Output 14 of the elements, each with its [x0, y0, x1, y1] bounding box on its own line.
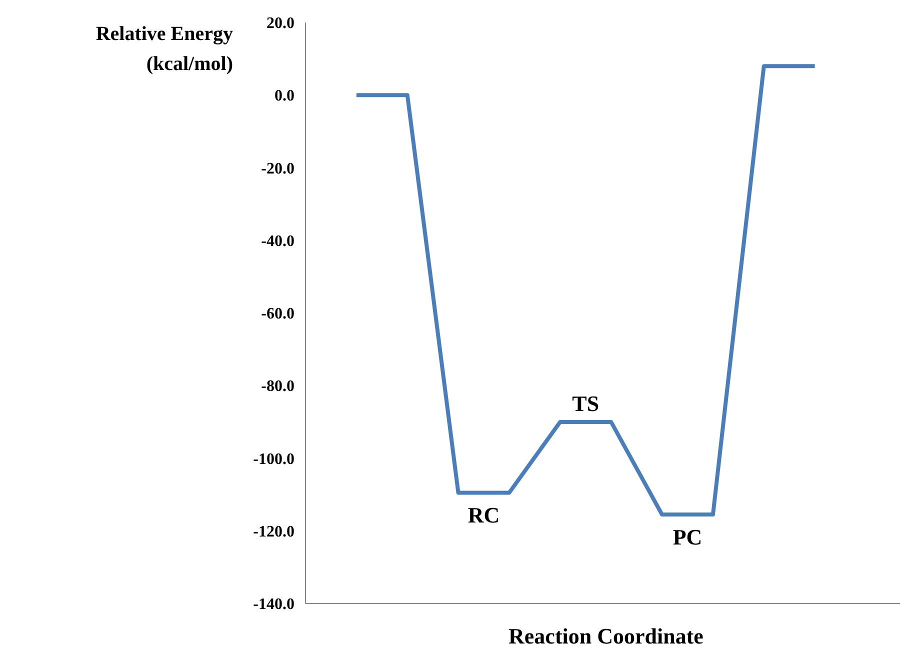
y-tick-label: -20.0	[261, 160, 294, 178]
y-tick-label: -40.0	[261, 232, 294, 250]
y-tick-label: 0.0	[274, 88, 294, 105]
y-tick-label: -140.0	[253, 596, 294, 613]
y-tick-label: 20.0	[266, 15, 294, 32]
y-tick-label: -60.0	[261, 306, 294, 322]
annotation: PC	[672, 524, 702, 550]
annotation: TS	[572, 390, 600, 416]
y-tick-label: -80.0	[261, 378, 294, 396]
annotation: RC	[468, 502, 500, 528]
y-axis-title: Relative Energy (kcal/mol)	[96, 22, 233, 77]
x-axis-title: Reaction Coordinate	[508, 624, 704, 648]
y-tick-label: -120.0	[253, 523, 294, 540]
y-tick-label: -100.0	[253, 450, 294, 468]
